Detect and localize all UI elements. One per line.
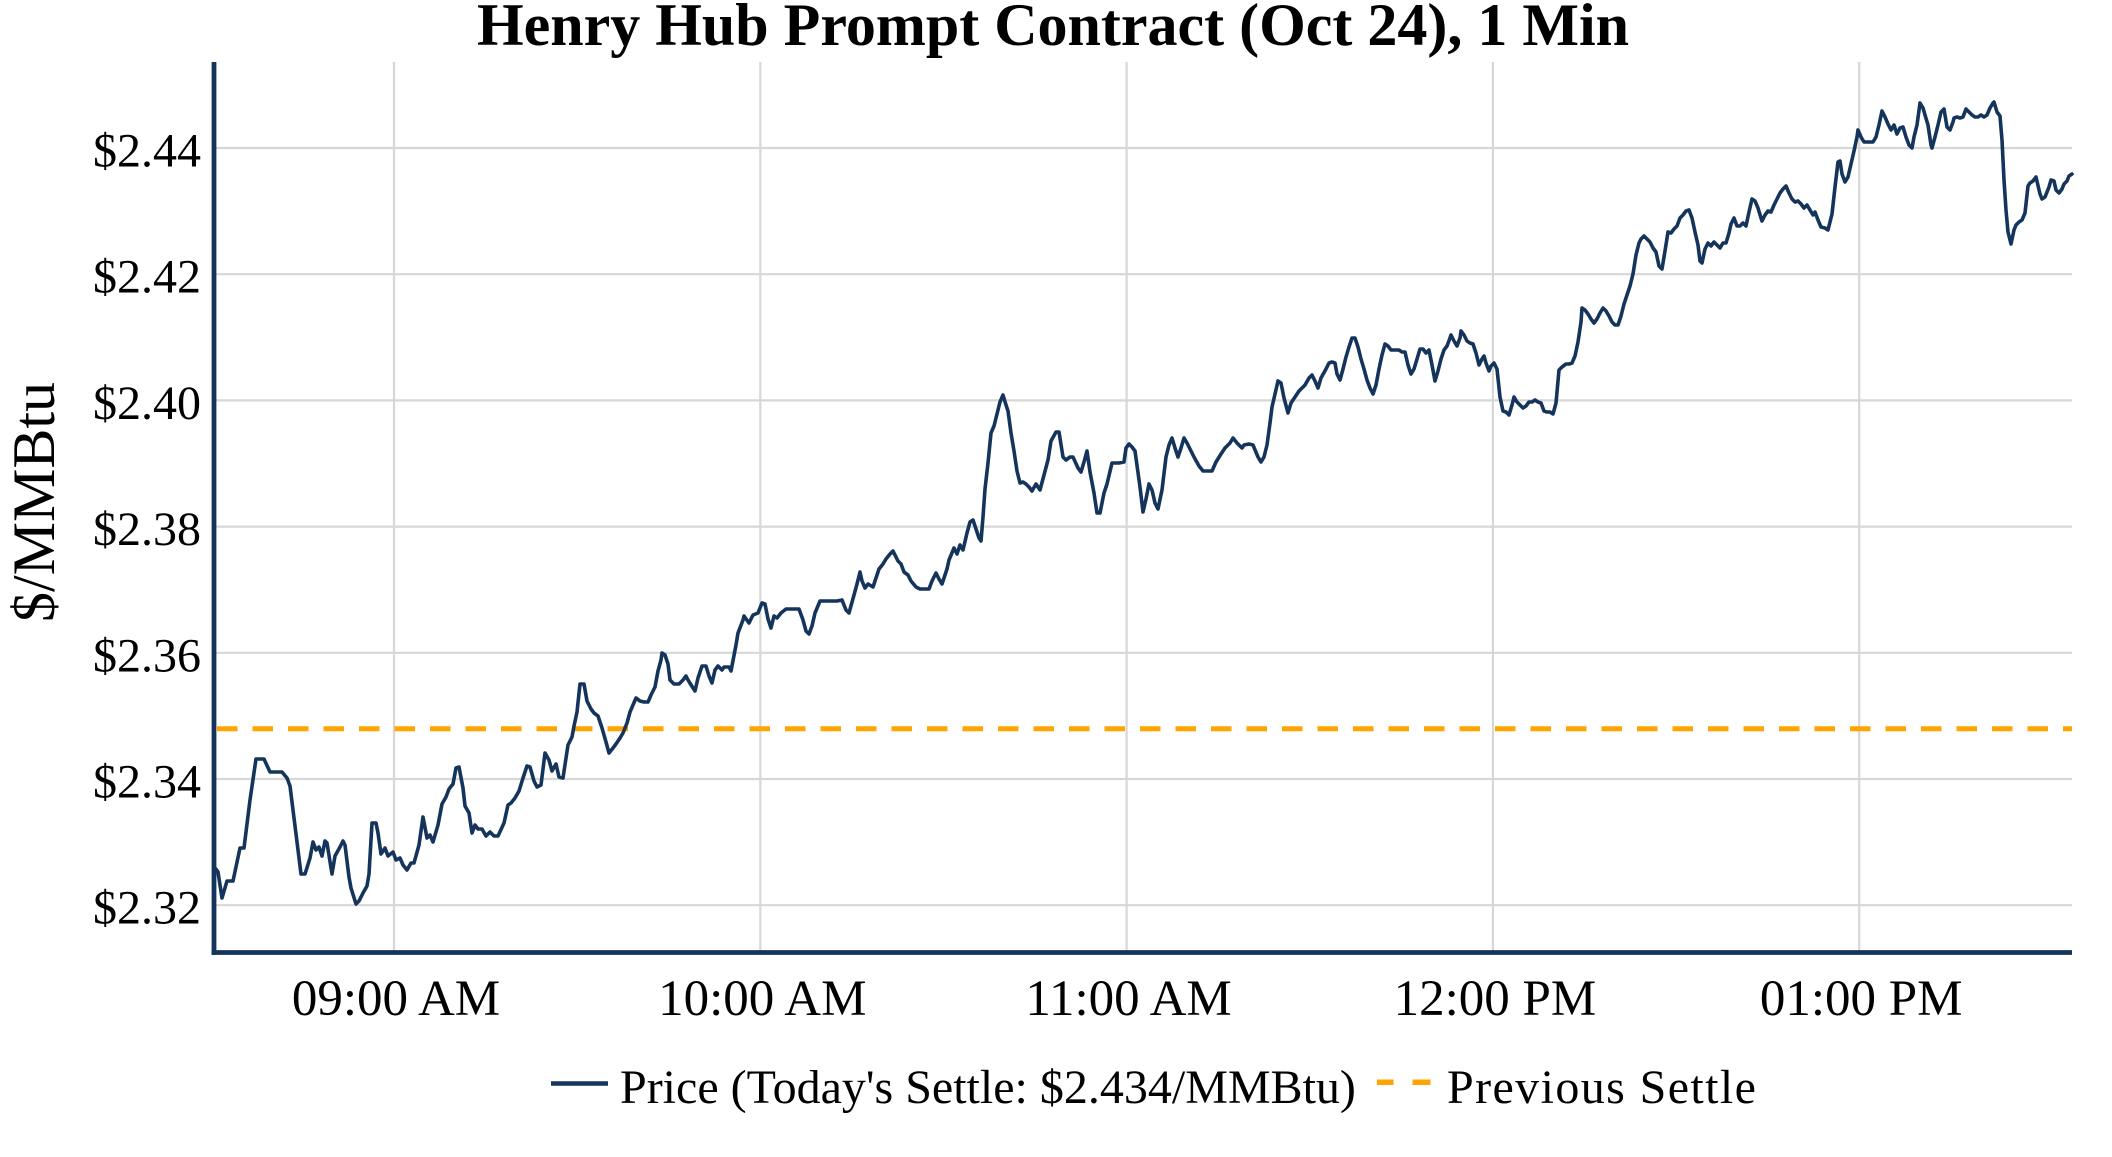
svg-text:12:00 PM: 12:00 PM [1394,971,1597,1027]
svg-text:Price (Today's Settle: $2.434/: Price (Today's Settle: $2.434/MMBtu) [620,1061,1356,1114]
svg-text:Previous Settle: Previous Settle [1447,1061,1757,1114]
svg-text:$2.44: $2.44 [93,125,201,178]
svg-text:$2.40: $2.40 [93,377,201,430]
svg-text:Henry Hub Prompt Contract (Oct: Henry Hub Prompt Contract (Oct 24), 1 Mi… [477,0,1629,58]
svg-text:$/MMBtu: $/MMBtu [1,382,67,622]
svg-text:11:00 AM: 11:00 AM [1025,971,1231,1027]
svg-text:$2.42: $2.42 [93,251,201,304]
svg-text:$2.38: $2.38 [93,503,201,556]
svg-text:01:00 PM: 01:00 PM [1760,971,1963,1027]
svg-text:$2.36: $2.36 [93,629,201,682]
svg-text:10:00 AM: 10:00 AM [658,971,866,1027]
svg-text:$2.34: $2.34 [93,756,201,809]
svg-text:09:00 AM: 09:00 AM [292,971,500,1027]
svg-text:$2.32: $2.32 [93,882,201,935]
